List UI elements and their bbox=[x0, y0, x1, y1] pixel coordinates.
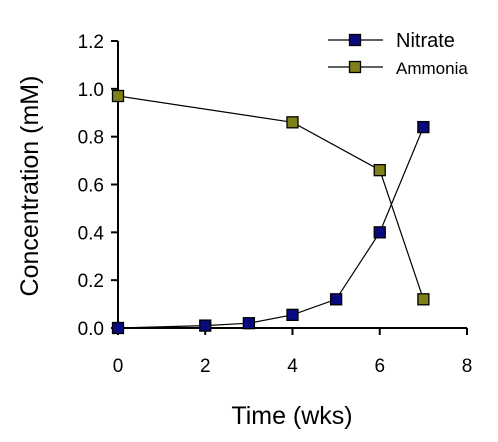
x-ticks: 0 2 4 6 8 bbox=[113, 328, 473, 377]
y-tick-label: 1.2 bbox=[78, 32, 104, 53]
y-tick-label: 1.0 bbox=[78, 80, 104, 101]
nitrate-point bbox=[329, 293, 343, 306]
y-tick-label: 0.6 bbox=[78, 176, 104, 197]
y-tick-label: 0.2 bbox=[78, 271, 104, 292]
nitrate-point bbox=[111, 321, 125, 335]
x-axis-title: Time (wks) bbox=[231, 402, 352, 430]
x-tick-label: 8 bbox=[462, 356, 473, 377]
x-tick-label: 4 bbox=[287, 356, 298, 377]
nitrate-point bbox=[373, 226, 386, 239]
y-tick-label: 0.4 bbox=[78, 223, 105, 244]
axes bbox=[117, 41, 467, 329]
nitrate-point bbox=[242, 317, 256, 330]
ammonia-point bbox=[286, 116, 299, 129]
y-axis-title: Concentration (mM) bbox=[16, 76, 44, 297]
y-ticks: 0.0 0.2 0.4 0.6 0.8 1.0 1.2 bbox=[78, 32, 118, 340]
ammonia-point bbox=[373, 163, 386, 177]
x-tick-label: 2 bbox=[200, 356, 211, 377]
nitrate-legend-marker bbox=[348, 33, 362, 47]
x-tick-label: 0 bbox=[113, 356, 124, 377]
legend: Nitrate Ammonia bbox=[328, 30, 468, 78]
ammonia-legend-marker bbox=[348, 60, 362, 74]
ammonia-point bbox=[111, 89, 125, 103]
ammonia-point bbox=[417, 293, 430, 306]
series-layer bbox=[111, 89, 430, 335]
y-tick-label: 0.8 bbox=[78, 128, 104, 149]
ammonia-legend-label: Ammonia bbox=[396, 59, 468, 78]
y-tick-label: 0.0 bbox=[78, 319, 104, 340]
nitrate-point bbox=[417, 120, 430, 134]
nitrate-point bbox=[199, 319, 212, 332]
nitrate-legend-label: Nitrate bbox=[396, 30, 455, 52]
nitrate-point bbox=[286, 308, 299, 321]
ammonia-series-line bbox=[117, 95, 424, 300]
x-tick-label: 6 bbox=[374, 356, 385, 377]
